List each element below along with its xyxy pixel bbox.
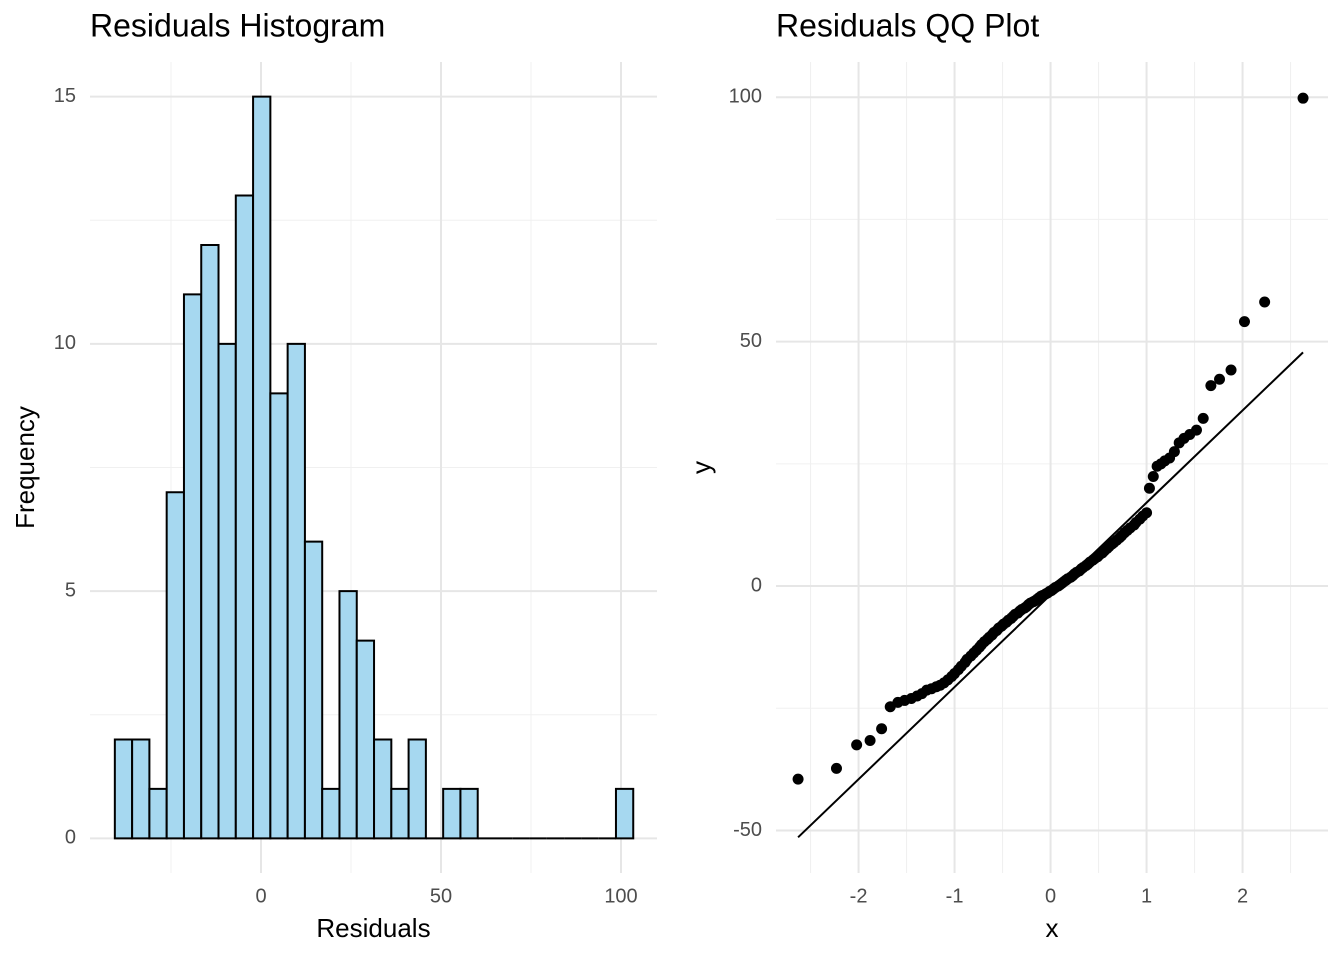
histogram-bar [113,738,134,840]
x-tick-label: 1 [1141,885,1152,907]
histogram-bar [614,787,635,840]
histogram-bar [217,342,237,840]
x-tick-label: 100 [604,885,637,907]
y-axis-title: Frequency [10,406,40,529]
y-tick-label: 15 [54,85,76,107]
chart-title: Residuals QQ Plot [776,7,1039,43]
y-tick-label: 50 [740,330,762,352]
histogram-bar [286,342,306,840]
qq-point [1190,424,1202,436]
qq-point [1205,380,1217,392]
qq-point [1238,316,1250,328]
qq-point [792,773,804,785]
y-tick-label: 100 [729,85,762,107]
y-tick-label: 0 [751,574,762,596]
qq-point [830,762,842,774]
qq-point [876,723,888,735]
x-axis-title: x [1046,913,1059,943]
qq-point [864,735,876,747]
histogram-bar [131,738,151,840]
x-tick-label: 0 [255,885,266,907]
y-tick-label: 10 [54,332,76,354]
qq-point [1143,482,1155,494]
histogram-bar [338,590,358,840]
histogram-bar [252,95,272,840]
x-tick-label: 0 [1045,885,1056,907]
histogram-bar [234,194,255,840]
qq-point [851,739,863,751]
y-tick-label: -50 [733,819,762,841]
qq-point [1225,364,1237,376]
chart-title: Residuals Histogram [90,7,385,43]
histogram-bar [182,293,203,840]
y-tick-label: 0 [65,827,76,849]
histogram-bar [355,639,376,840]
x-tick-label: 2 [1237,885,1248,907]
y-tick-label: 5 [65,579,76,601]
histogram-bar [459,787,479,840]
qq-point [1141,507,1153,519]
y-axis-title: y [686,461,716,474]
x-tick-label: -1 [946,885,964,907]
qq-point [1297,92,1309,104]
histogram-bar [390,787,410,840]
histogram-bar [321,787,341,840]
histogram-bar [200,243,220,840]
x-tick-label: 50 [430,885,452,907]
qq-point [1168,446,1180,458]
histogram-bar [373,738,393,840]
x-tick-label: -2 [850,885,868,907]
qq-point [1214,373,1226,385]
histogram-bar [442,787,462,840]
histogram-bar [303,540,324,840]
qq-point [1259,296,1271,308]
histogram-bar [407,738,427,840]
histogram-bar [269,392,289,840]
x-axis-title: Residuals [316,913,430,943]
qq-point [1197,412,1209,424]
qq-point [1147,471,1159,483]
histogram-bar [148,787,168,840]
histogram-bar [165,491,185,840]
